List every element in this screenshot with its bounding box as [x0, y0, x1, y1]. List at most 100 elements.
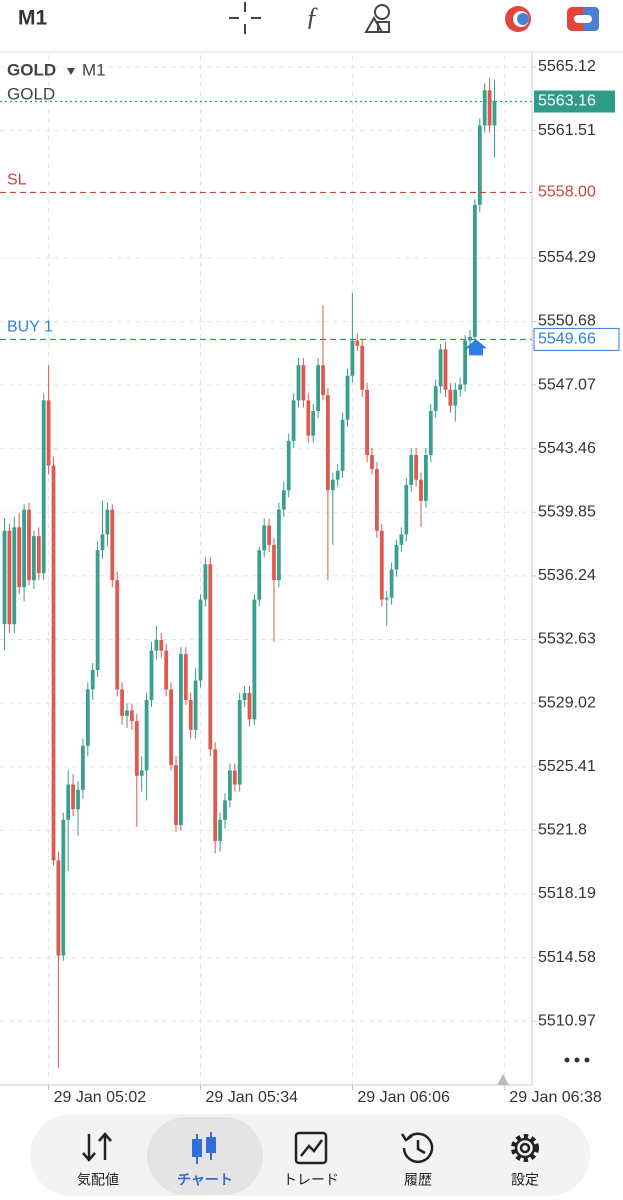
candle-body: [296, 365, 301, 401]
candle-body: [443, 349, 448, 390]
x-tick-label: 29 Jan 05:34: [206, 1089, 299, 1106]
candle-body: [267, 525, 271, 545]
candle-body: [272, 544, 276, 581]
symbol-dropdown-arrow[interactable]: [67, 68, 75, 75]
candle-body: [110, 509, 115, 581]
candle-body: [330, 479, 335, 491]
candle-body: [281, 490, 286, 510]
candle-body: [17, 527, 22, 588]
candle-body: [36, 536, 41, 574]
nav-label[interactable]: トレード: [283, 1172, 339, 1188]
crosshair-icon[interactable]: [229, 2, 261, 34]
candle-body: [149, 650, 154, 700]
candle-body: [237, 699, 242, 785]
candle-body: [394, 544, 399, 570]
candle-body: [399, 534, 404, 545]
candle-body: [7, 530, 12, 625]
nav-label[interactable]: チャート: [177, 1172, 233, 1188]
candle-body: [130, 710, 134, 722]
candle-body: [316, 365, 320, 411]
candle-body: [139, 770, 144, 776]
candle-body: [301, 365, 306, 401]
price-box: [533, 327, 620, 351]
candle-body: [46, 400, 51, 466]
candle-body: [115, 580, 120, 690]
candle-body: [404, 484, 409, 535]
nav-label[interactable]: 気配値: [77, 1172, 119, 1188]
y-tick-label: 5539.85: [538, 504, 596, 521]
candle-body: [183, 654, 188, 700]
price-box: [534, 90, 615, 113]
candle-body: [453, 389, 458, 406]
settings-icon[interactable]: [511, 1134, 539, 1162]
candle-body: [120, 689, 124, 716]
candle-body: [433, 386, 438, 411]
objects-icon[interactable]: [364, 4, 390, 33]
history-icon[interactable]: [400, 1132, 434, 1164]
candle-body: [291, 400, 296, 441]
candle-body: [22, 509, 26, 588]
timeframe-button[interactable]: M1: [18, 7, 47, 30]
candle-body: [326, 395, 330, 491]
candle-body: [232, 770, 237, 785]
candle-body: [414, 455, 418, 480]
candle-body: [159, 640, 164, 651]
candle-body: [208, 564, 213, 750]
y-tick-label: 5525.41: [538, 758, 596, 775]
nav-label[interactable]: 設定: [511, 1172, 539, 1188]
candle-body: [286, 440, 291, 491]
candle-body: [105, 509, 110, 535]
candle-body: [419, 479, 423, 501]
trade-nav-icon[interactable]: [294, 1131, 328, 1165]
chart: 5565.12 5561.51 5554.29 5550.68 5547.07 5543.…: [0, 55, 620, 1106]
candle-body: [340, 419, 345, 471]
y-tick-label: 5518.19: [538, 885, 596, 902]
candle-body: [311, 410, 316, 436]
price-line-value: 5558.00: [538, 184, 596, 201]
y-tick-label: 5514.58: [538, 949, 596, 966]
price-line-name: SL: [7, 172, 27, 189]
candle-body: [448, 389, 453, 406]
nav-label[interactable]: 履歴: [404, 1172, 432, 1188]
scroll-marker[interactable]: [497, 1074, 509, 1085]
timeframe-label: M1: [82, 60, 106, 79]
account-icon[interactable]: [505, 6, 531, 32]
candle-body: [125, 710, 129, 716]
candle-body: [213, 749, 218, 841]
y-tick-label: 5521.8: [538, 822, 587, 839]
candle-body: [438, 349, 443, 387]
candle-body: [85, 689, 90, 746]
more-icon[interactable]: [564, 1057, 590, 1063]
candle-body: [51, 465, 56, 861]
y-tick-label: 5532.63: [538, 631, 596, 648]
candle-body: [247, 692, 252, 720]
y-tick-label: 5565.12: [538, 58, 596, 75]
candle-body: [32, 536, 36, 581]
candle-body: [468, 336, 472, 341]
candle-body: [2, 530, 7, 625]
candle-body: [198, 599, 203, 681]
symbol-label[interactable]: GOLD: [7, 60, 56, 79]
symbol-description: GOLD: [7, 84, 55, 103]
candle-body: [164, 650, 169, 690]
candle-body: [27, 509, 31, 581]
candle-body: [228, 770, 232, 801]
candle-body: [306, 400, 311, 436]
indicators-icon[interactable]: ƒ: [306, 2, 319, 31]
y-tick-label: 5550.68: [538, 313, 596, 330]
candle-body: [487, 90, 492, 126]
price-line-name: BUY 1: [7, 319, 53, 336]
candle-body: [375, 469, 379, 531]
trade-icon[interactable]: [567, 7, 599, 31]
nav-labels: 気配値 チャート トレード 履歴 設定: [77, 1172, 539, 1188]
candle-body: [203, 564, 208, 600]
candle-body: [81, 745, 85, 790]
x-tick-label: 29 Jan 06:38: [509, 1089, 602, 1106]
chart-icon[interactable]: [192, 1132, 216, 1164]
candle-body: [100, 534, 105, 551]
candle-body: [355, 340, 360, 346]
candle-body: [56, 860, 61, 956]
quotes-icon[interactable]: [82, 1132, 112, 1162]
